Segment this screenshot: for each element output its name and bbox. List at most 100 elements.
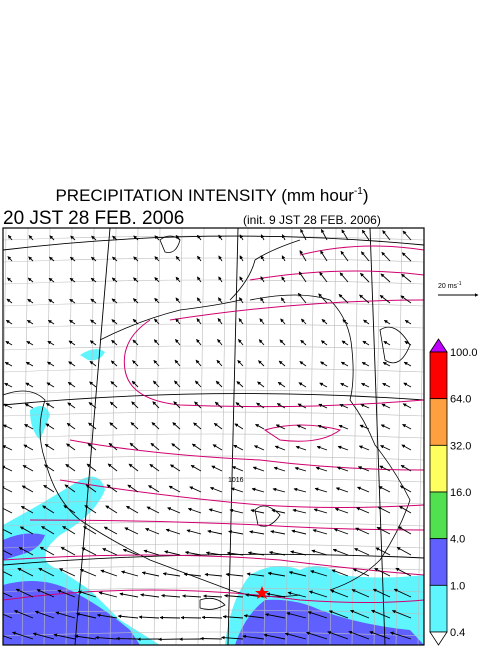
wind-arrow [152, 380, 160, 388]
wind-arrow [89, 360, 97, 367]
wind-arrow [69, 277, 76, 283]
wind-arrow [49, 235, 55, 241]
grid-line [3, 323, 424, 329]
colorbar-segment [429, 444, 448, 493]
title-text: PRECIPITATION INTENSITY (mm hour [55, 186, 354, 205]
wind-arrow [296, 424, 307, 430]
grid-line [241, 228, 249, 645]
wind-arrow [359, 424, 370, 430]
wind-arrow [276, 403, 286, 409]
wind-arrow [401, 273, 412, 283]
coast [379, 326, 411, 364]
wind-arrow [211, 465, 223, 472]
wind-arrow [124, 527, 139, 535]
wind-arrow [167, 507, 181, 514]
wind-arrow [216, 359, 223, 367]
wind-arrow [143, 549, 160, 556]
wind-arrow [154, 235, 160, 241]
wind-arrow [55, 611, 76, 619]
wind-arrow [3, 635, 13, 640]
wind-arrow [59, 568, 76, 577]
wind-vectors [3, 228, 412, 642]
wind-arrow [81, 547, 97, 556]
wind-arrow [27, 298, 34, 304]
wind-arrow [362, 340, 370, 346]
wind-arrow [222, 614, 244, 619]
wind-arrow [70, 235, 76, 241]
wind-arrow [390, 631, 412, 640]
wind-arrow [84, 505, 97, 514]
wind-arrow [382, 230, 391, 241]
wind-arrow [369, 631, 391, 640]
wind-arrow [357, 486, 370, 493]
wind-arrow [403, 382, 412, 388]
wind-arrow [340, 382, 349, 388]
wind-arrow [112, 256, 118, 262]
wind-arrow [112, 235, 118, 241]
grid-line [65, 228, 73, 645]
wind-arrow [69, 298, 76, 304]
wind-arrow [67, 402, 76, 409]
wind-arrow [38, 567, 55, 577]
wind-arrow [152, 401, 160, 409]
wind-arrow [340, 250, 349, 262]
coast [229, 239, 411, 591]
wind-arrow [235, 402, 244, 409]
wind-arrow [182, 594, 202, 598]
wind-arrow [194, 401, 202, 409]
precip-area [30, 349, 105, 440]
wind-arrow [218, 297, 223, 304]
wind-arrow [273, 466, 286, 472]
wind-arrow [153, 339, 160, 346]
wind-arrow [203, 594, 223, 598]
wind-arrow [403, 361, 412, 367]
wind-arrow [154, 318, 160, 325]
wind-arrow [69, 319, 76, 325]
wind-arrow [36, 589, 55, 598]
wind-arrow [281, 234, 286, 241]
wind-arrow [154, 297, 160, 304]
wind-arrow [330, 589, 349, 598]
wind-arrow [252, 466, 265, 472]
wind-arrow [44, 443, 55, 451]
wind-arrow [132, 360, 139, 367]
wind-arrow [153, 359, 160, 367]
wind-arrow [47, 340, 55, 346]
grid-line [3, 301, 424, 307]
wind-arrow [311, 549, 328, 556]
wind-arrow [195, 359, 202, 367]
wind-arrow [66, 443, 76, 451]
wind-arrow [341, 229, 349, 241]
grid-line [3, 565, 424, 571]
wind-arrow [83, 526, 97, 535]
wind-arrow [90, 319, 97, 325]
wind-arrow [174, 380, 181, 388]
wind-arrow [3, 403, 13, 409]
wind-arrow [145, 528, 160, 535]
wind-arrow [79, 568, 97, 577]
wind-arrow [383, 340, 391, 346]
wind-arrow [280, 318, 286, 325]
wind-arrow [286, 611, 307, 619]
wind-arrow [34, 610, 55, 619]
wind-arrow [109, 422, 118, 430]
wind-arrow [257, 381, 265, 388]
wind-arrow [217, 318, 223, 325]
wind-arrow [335, 487, 349, 493]
parallel [3, 235, 424, 251]
map-frame [2, 227, 425, 646]
wind-arrow [298, 382, 307, 388]
wind-arrow [122, 548, 139, 556]
coast [159, 235, 181, 253]
wind-arrow [292, 508, 307, 514]
wind-arrow [287, 591, 307, 598]
wind-arrow [260, 297, 265, 304]
wind-arrow [68, 361, 76, 367]
wind-arrow [111, 298, 118, 304]
wind-arrow [128, 463, 139, 472]
wind-arrow [402, 230, 412, 241]
wind-arrow [170, 464, 181, 472]
wind-arrow [274, 445, 286, 451]
wind-arrow [338, 293, 349, 304]
